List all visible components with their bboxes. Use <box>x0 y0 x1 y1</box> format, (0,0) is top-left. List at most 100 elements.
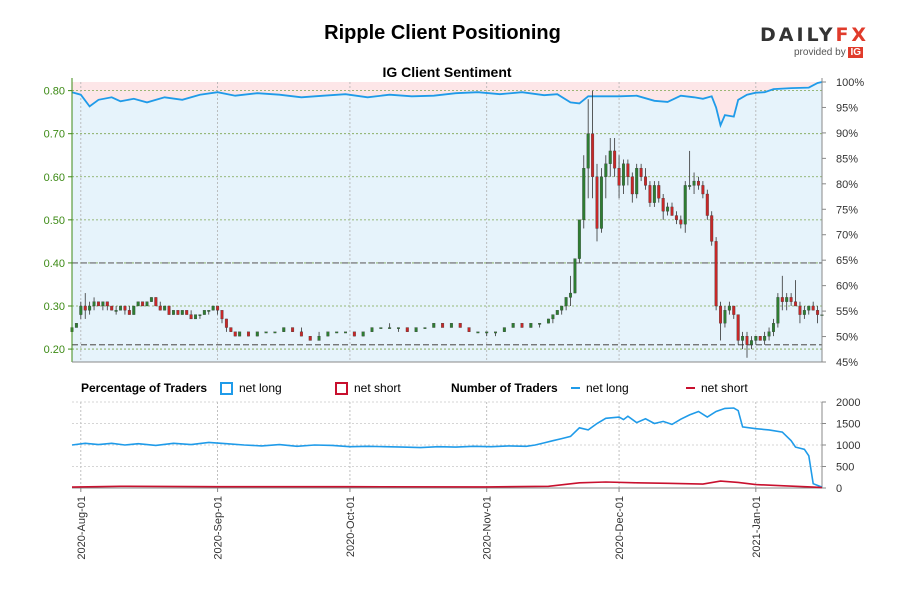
net-short-count-line <box>71 480 823 489</box>
candle-body <box>666 206 670 212</box>
price-tick-label: 0.20 <box>44 344 65 356</box>
legend-long-square-icon <box>220 381 233 395</box>
count-tick-label: 1500 <box>836 419 860 431</box>
logo-wordmark: DAILYFX <box>760 24 870 46</box>
sentiment-tick-label: 100% <box>836 77 864 89</box>
candle-body <box>396 327 400 329</box>
candle-body <box>511 323 515 328</box>
candle-body <box>635 168 639 195</box>
candle-body <box>741 336 745 341</box>
candle-body <box>538 323 542 325</box>
candle-body <box>136 301 140 307</box>
candle-body <box>74 323 78 328</box>
candle-body <box>127 310 131 315</box>
candle-body <box>207 310 211 312</box>
candle-body <box>679 219 683 225</box>
candle-body <box>145 301 149 307</box>
candle-body <box>577 219 581 259</box>
candle-body <box>485 331 489 334</box>
legend-pct-long: net long <box>220 381 282 395</box>
candle-body <box>617 168 621 186</box>
ig-badge: IG <box>848 47 864 58</box>
candle-body <box>123 305 127 311</box>
candle-body <box>441 323 445 328</box>
candle-body <box>502 327 506 332</box>
legend-num-title: Number of Traders <box>451 381 558 395</box>
candle-body <box>202 310 206 315</box>
candle-body <box>657 185 661 199</box>
candle-body <box>749 340 753 345</box>
candle-body <box>163 305 167 311</box>
sentiment-tick-label: 85% <box>836 153 858 165</box>
candle-body <box>644 176 648 186</box>
date-tick-label: 2021-Jan-01 <box>751 496 763 558</box>
candle-body <box>569 292 573 298</box>
sentiment-tick-label: 80% <box>836 179 858 191</box>
candle-body <box>771 323 775 332</box>
candle-body <box>119 305 123 311</box>
candle-body <box>785 297 789 302</box>
candle-body <box>326 331 330 337</box>
candle-body <box>388 327 392 329</box>
candle-body <box>229 327 233 332</box>
candle-body <box>732 305 736 315</box>
sentiment-tick-label: 95% <box>836 102 858 114</box>
candle-body <box>92 301 96 307</box>
count-tick-label: 500 <box>836 462 854 474</box>
candle-body <box>573 258 577 294</box>
candle-body <box>710 215 714 242</box>
candle-body <box>767 331 771 337</box>
candle-body <box>216 305 220 311</box>
candle-body <box>414 327 418 332</box>
candle-body <box>105 301 109 307</box>
candle-body <box>798 305 802 315</box>
candle-body <box>816 310 820 315</box>
candle-body <box>719 305 723 324</box>
logo-fx: FX <box>835 24 870 46</box>
candle-body <box>149 297 153 302</box>
candle-body <box>180 310 184 315</box>
candle-body <box>361 331 365 337</box>
sentiment-tick-label: 60% <box>836 281 858 293</box>
count-tick-label: 1000 <box>836 440 860 452</box>
candle-body <box>595 176 599 229</box>
net-long-pct-line <box>71 81 823 129</box>
candle-body <box>352 331 356 337</box>
candle-body <box>714 241 718 307</box>
candle-body <box>745 336 749 345</box>
candle-body <box>96 301 100 307</box>
legend-num-long: net long <box>571 381 629 395</box>
sentiment-tick-label: 75% <box>836 204 858 216</box>
price-tick-label: 0.70 <box>44 129 65 141</box>
candle-body <box>299 331 303 337</box>
candle-body <box>282 327 286 332</box>
candle-body <box>189 314 193 320</box>
price-tick-label: 0.60 <box>44 172 65 184</box>
chart-title: Ripple Client Positioning <box>324 22 561 44</box>
candle-body <box>176 310 180 315</box>
date-tick-label: 2020-Dec-01 <box>614 496 626 560</box>
candle-body <box>379 327 383 329</box>
candle-body <box>291 327 295 332</box>
candle-body <box>727 305 731 311</box>
candle-body <box>529 323 533 328</box>
candle-body <box>599 176 603 229</box>
candle-body <box>701 185 705 195</box>
sentiment-tick-label: 45% <box>836 357 858 369</box>
count-tick-label: 2000 <box>836 397 860 409</box>
candle-body <box>626 163 630 177</box>
candle-body <box>696 180 700 186</box>
candle-body <box>608 150 612 164</box>
candle-body <box>458 323 462 328</box>
candle-body <box>604 163 608 177</box>
candle-body <box>546 318 550 324</box>
price-tick-label: 0.40 <box>44 258 65 270</box>
candle-body <box>317 336 321 341</box>
candle-body <box>705 193 709 216</box>
sentiment-tick-label: 90% <box>836 128 858 140</box>
price-tick-label: 0.80 <box>44 86 65 98</box>
date-tick-label: 2020-Oct-01 <box>345 496 357 557</box>
candle-body <box>423 327 427 329</box>
candle-body <box>780 297 784 302</box>
candle-body <box>661 198 665 212</box>
